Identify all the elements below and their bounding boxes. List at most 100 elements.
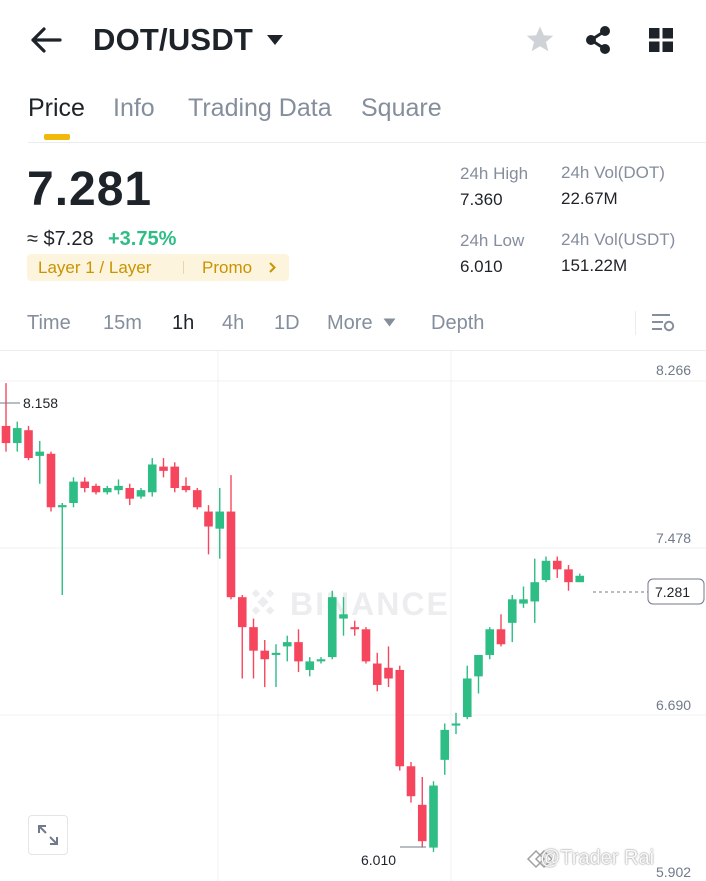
candle-body: [474, 654, 483, 677]
candles: [1, 383, 585, 852]
y-label-upper: 7.478: [656, 530, 692, 546]
stat-high-value: 7.360: [460, 190, 503, 209]
candle-body: [69, 481, 78, 503]
candle-body: [530, 582, 540, 602]
chart-settings-icon[interactable]: [651, 313, 675, 333]
watermark-text: BINANCE: [290, 586, 450, 622]
stat-vol-quote-label: 24h Vol(USDT): [561, 230, 676, 249]
tf-1d[interactable]: 1D: [274, 312, 300, 334]
tab-trading-data[interactable]: Trading Data: [188, 94, 332, 122]
candle-body: [327, 597, 337, 658]
max-marker: 8.158: [0, 395, 58, 411]
tag-layer[interactable]: Layer 1 / Layer: [38, 258, 152, 277]
min-price-label: 6.010: [361, 852, 396, 868]
tf-1h[interactable]: 1h: [172, 312, 195, 334]
candle-body: [429, 785, 438, 848]
candle-body: [136, 490, 146, 497]
tab-price[interactable]: Price: [28, 94, 85, 122]
tf-15m[interactable]: 15m: [103, 312, 142, 334]
pair-title[interactable]: DOT/USDT: [93, 22, 254, 57]
candle-body: [541, 560, 551, 581]
chevron-right-icon: [269, 262, 276, 273]
tag-separator: [183, 261, 184, 274]
price-change-percent: +3.75%: [108, 228, 177, 250]
candle-body: [361, 629, 371, 662]
tf-depth[interactable]: Depth: [431, 312, 485, 334]
stat-high-label: 24h High: [460, 164, 529, 183]
candle-body: [147, 464, 157, 493]
candle-body: [350, 627, 360, 630]
candle-body: [519, 599, 528, 604]
chart-gridlines: [0, 351, 706, 881]
tab-square[interactable]: Square: [361, 94, 442, 122]
candle-body: [1, 425, 11, 444]
y-label-bottom: 5.902: [656, 864, 692, 880]
candle-body: [384, 667, 393, 679]
tabs-divider: [28, 142, 706, 143]
candle-body: [102, 488, 112, 493]
candle-body: [192, 490, 202, 508]
tag-promo[interactable]: Promo: [202, 258, 253, 277]
candle-body: [282, 642, 292, 647]
candle-body: [181, 485, 191, 491]
expand-chart-button[interactable]: [28, 815, 68, 855]
candle-body: [226, 511, 236, 598]
candle-body: [552, 560, 562, 570]
candle-body: [24, 430, 33, 459]
tf-4h[interactable]: 4h: [222, 312, 245, 334]
y-label-lower: 6.690: [656, 697, 692, 713]
candle-body: [451, 723, 461, 726]
tab-info[interactable]: Info: [113, 94, 155, 122]
creator-badge-icon: [526, 849, 554, 869]
candle-body: [237, 597, 247, 628]
candle-body: [114, 485, 123, 491]
candle-body: [12, 428, 22, 444]
candle-body: [215, 511, 225, 529]
creator-handle: @Trader Rai: [540, 847, 655, 869]
candle-body: [417, 804, 427, 842]
stat-vol-base-value: 22.67M: [561, 189, 618, 208]
max-price-label: 8.158: [23, 395, 58, 411]
candle-body: [35, 451, 45, 456]
candle-body: [305, 661, 315, 670]
stat-vol-quote-value: 151.22M: [561, 256, 628, 275]
candle-body: [440, 729, 450, 760]
stat-vol-base-label: 24h Vol(DOT): [561, 163, 665, 182]
y-label-top: 8.266: [656, 362, 692, 378]
current-price-tag: 7.281: [647, 578, 705, 605]
stat-low-value: 6.010: [460, 257, 503, 276]
active-tab-indicator: [44, 134, 70, 140]
candle-body: [406, 766, 416, 797]
toolbar-divider: [635, 311, 636, 335]
candle-body: [91, 485, 101, 493]
candle-body: [496, 629, 506, 645]
candle-body: [170, 466, 180, 489]
share-icon[interactable]: [583, 25, 613, 55]
candle-body: [125, 488, 135, 499]
candle-body: [46, 453, 56, 508]
candle-body: [339, 614, 348, 619]
candle-body: [395, 669, 405, 767]
tf-time[interactable]: Time: [27, 312, 71, 334]
candle-body: [204, 511, 213, 527]
grid-icon[interactable]: [648, 27, 674, 53]
star-icon[interactable]: [525, 25, 555, 54]
approx-usd-price: ≈ $7.28: [27, 228, 94, 250]
candle-body: [159, 466, 168, 471]
candle-body: [294, 642, 303, 662]
candle-body: [485, 629, 495, 655]
candle-body: [462, 678, 472, 718]
candle-body: [372, 663, 382, 685]
back-arrow-icon[interactable]: [30, 26, 62, 54]
price-chart[interactable]: BINANCE 8.158 6.010 7.281: [0, 351, 706, 881]
dropdown-caret-icon[interactable]: [266, 34, 284, 46]
tag-bar[interactable]: [27, 254, 289, 281]
expand-icon: [38, 825, 58, 845]
tf-more[interactable]: More: [327, 312, 373, 334]
candle-body: [271, 652, 281, 655]
candle-body: [507, 599, 517, 623]
candle-body: [564, 569, 573, 583]
candle-body: [249, 627, 258, 651]
candle-body: [260, 650, 270, 660]
last-price: 7.281: [27, 163, 153, 216]
